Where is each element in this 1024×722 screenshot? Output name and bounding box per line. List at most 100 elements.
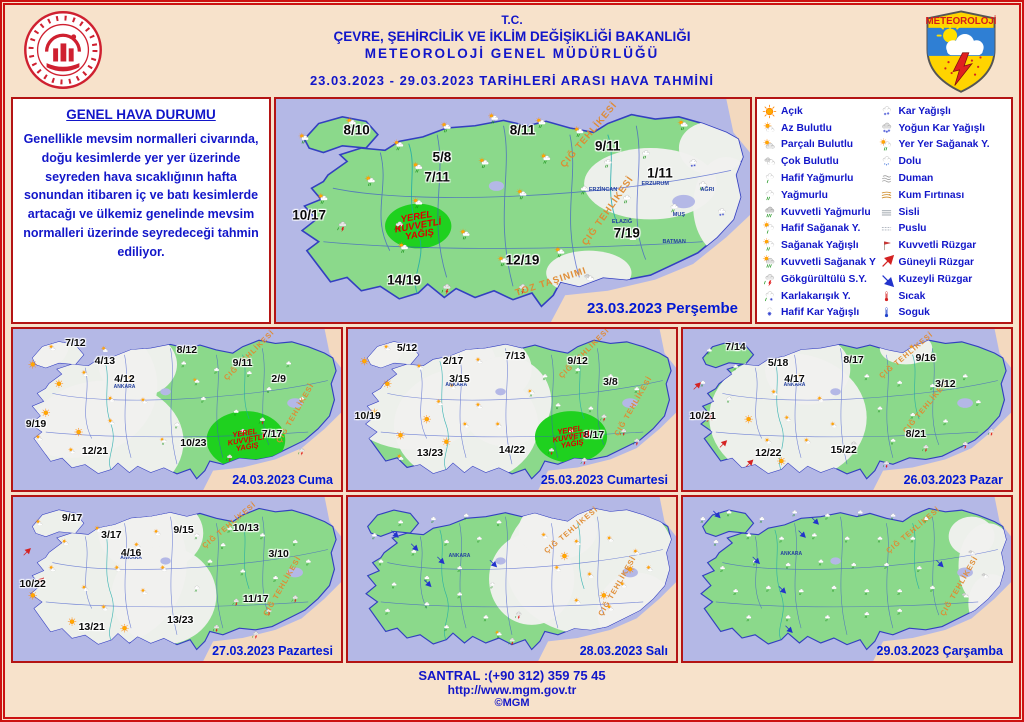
partly-icon <box>416 363 424 370</box>
sun-icon <box>762 104 777 119</box>
rain-icon <box>864 611 870 618</box>
snow-icon <box>689 159 697 167</box>
shower-icon <box>488 112 499 124</box>
partly-icon <box>797 373 805 380</box>
legend-item: Az Bulutlu <box>761 120 878 137</box>
rain-icon <box>444 539 450 546</box>
legend-item: Kum Fırtınası <box>878 187 1010 204</box>
temp-label: 9/11 <box>595 138 621 154</box>
shower-icon <box>159 437 167 445</box>
partly-icon <box>764 437 772 444</box>
rain-icon <box>884 562 889 569</box>
sun-icon <box>383 379 392 388</box>
shower-icon <box>393 139 404 151</box>
legend-label: Karlakarışık Y. <box>781 290 851 302</box>
temp-label: 7/17 <box>261 427 283 440</box>
partly-icon <box>475 402 483 409</box>
thunder-icon <box>291 595 298 604</box>
rain-icon <box>174 422 180 429</box>
rain-icon <box>798 588 804 596</box>
rain-icon <box>733 364 739 371</box>
legend-item: Hafif Sağanak Y. <box>761 221 878 238</box>
rain-icon <box>897 608 903 615</box>
rain-icon <box>233 409 239 416</box>
rain-icon <box>623 194 631 204</box>
partly-icon <box>830 421 837 428</box>
northw-icon <box>489 559 498 568</box>
rain-icon <box>890 438 896 445</box>
temp-label: 8/10 <box>343 122 370 138</box>
legend-label: Güneyli Rüzgar <box>898 257 974 269</box>
temp-label: 9/16 <box>915 351 936 364</box>
ministry-seal-icon <box>24 11 102 89</box>
rain-icon <box>575 367 581 374</box>
rain-icon <box>489 582 495 589</box>
pshower-icon <box>880 137 892 150</box>
footer-url: http://www.mgm.gov.tr <box>447 683 577 697</box>
legend-label: Az Bulutlu <box>781 122 832 134</box>
cloudy-icon <box>981 573 989 578</box>
shower-icon <box>364 175 375 186</box>
partly-icon <box>646 565 653 572</box>
partly-icon <box>573 597 581 605</box>
rain-icon <box>897 380 903 387</box>
sun-icon <box>560 551 569 561</box>
sand-icon <box>882 191 892 199</box>
legend-item: Çok Bulutlu <box>761 153 878 170</box>
rain-icon <box>259 533 265 540</box>
rain-icon <box>444 624 450 632</box>
rain-icon <box>726 510 732 517</box>
rain-icon <box>765 585 771 592</box>
partly-icon <box>619 581 627 588</box>
southw-icon <box>719 440 728 448</box>
partly-icon <box>81 370 89 377</box>
legend-label: Hafif Kar Yağışlı <box>781 307 860 319</box>
haze-icon <box>882 227 892 231</box>
rain-icon <box>642 150 650 159</box>
thunder-icon <box>515 611 522 620</box>
legend-label: Yer Yer Sağanak Y. <box>898 139 990 151</box>
rain-icon <box>943 419 949 426</box>
shower-icon <box>412 161 423 173</box>
rain-icon <box>706 348 712 355</box>
sun-icon <box>28 591 37 600</box>
forecast-map-saturday: 25.03.2023 Cumartesi 5/12 2/17 7/13 3/15 9/1… <box>346 327 678 492</box>
footer-copyright: ©MGM <box>494 697 530 709</box>
temp-label: 11/17 <box>242 592 269 605</box>
forecast-map-tuesday: 28.03.2023 Salı ÇIĞ TEHLİKESİ ÇIĞ TEHLİKE… <box>346 495 678 663</box>
rain-icon <box>785 615 791 622</box>
thunder-icon <box>258 417 266 426</box>
sun-icon <box>67 617 77 626</box>
pcloudy-icon <box>763 138 775 149</box>
partly-icon <box>606 535 614 542</box>
thunder-icon <box>987 428 995 437</box>
rain-icon <box>785 562 791 569</box>
rain-icon <box>824 513 830 520</box>
turkey-map <box>13 329 341 490</box>
legend-item: Dolu <box>878 153 1010 170</box>
shower-icon <box>192 377 200 386</box>
hrain-icon <box>765 206 775 217</box>
general-weather-panel: GENEL HAVA DURUMU Genellikle mevsim norm… <box>11 97 271 324</box>
thunder-icon <box>620 428 627 437</box>
cloudy-icon <box>584 273 594 281</box>
temp-label: 4/13 <box>94 355 116 368</box>
cloudy-icon <box>968 550 976 555</box>
temp-label: 3/10 <box>268 548 289 561</box>
rain-icon <box>962 374 968 381</box>
partly-icon <box>462 421 470 428</box>
legend-item: Yer Yer Sağanak Y. <box>878 137 1010 154</box>
partly-icon <box>94 525 102 532</box>
partly-icon <box>133 542 141 549</box>
map-date-label: 23.03.2023 Perşembe <box>587 300 738 317</box>
city-label: ANKARA <box>780 551 803 558</box>
map-date-label: 28.03.2023 Salı <box>579 644 668 658</box>
cloudy-icon <box>627 233 637 241</box>
temp-label: 8/11 <box>509 122 536 138</box>
rain-icon <box>792 510 798 517</box>
partly-icon <box>153 528 161 536</box>
rain-icon <box>181 361 187 368</box>
legend-label: Çok Bulutlu <box>781 156 839 168</box>
sun-icon <box>625 564 635 574</box>
